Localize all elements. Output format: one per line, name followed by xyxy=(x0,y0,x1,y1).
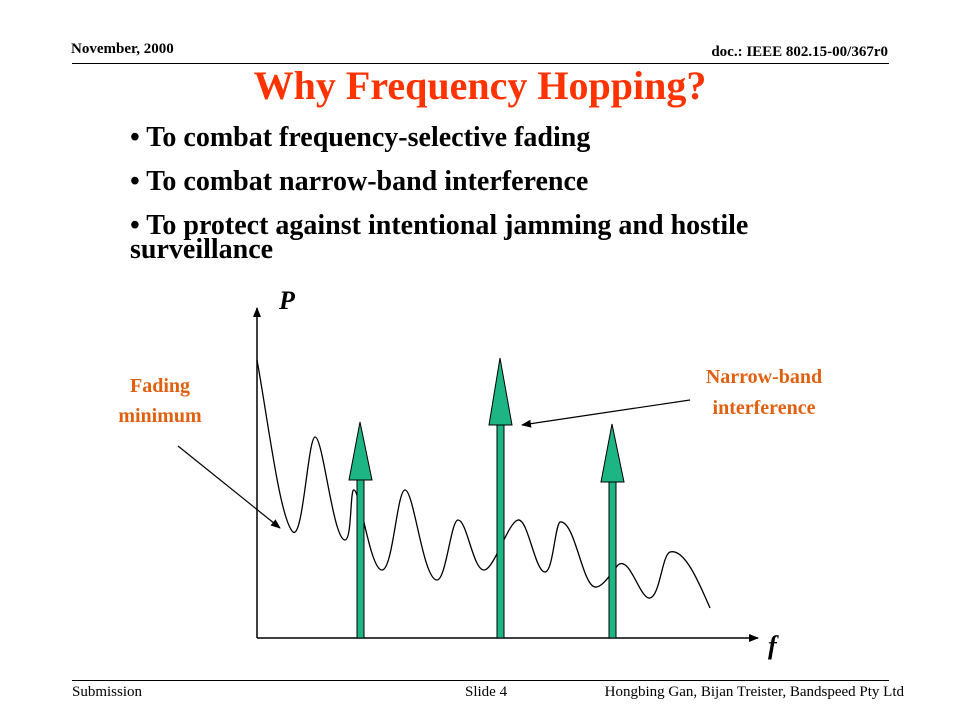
interference-arrow xyxy=(488,357,513,639)
header-rule xyxy=(72,63,889,64)
footer-submission: Submission xyxy=(72,684,143,700)
interference-arrow xyxy=(600,423,625,639)
interference-pointer-arrow xyxy=(521,399,691,428)
footer-slide-number: Slide 4 xyxy=(465,684,508,700)
bullet-item: • To combat frequency-selective fading xyxy=(130,124,890,152)
bullet-item: • To protect against intentional jamming… xyxy=(130,212,890,264)
bullet-item: • To combat narrow-band interference xyxy=(130,168,890,196)
bullet-text: To protect against intentional jamming a… xyxy=(130,210,749,265)
interference-label-line2: interference xyxy=(713,397,816,419)
bullet-text: To combat narrow-band interference xyxy=(146,166,589,197)
slide-title: Why Frequency Hopping? xyxy=(253,63,707,108)
footer-authors: Hongbing Gan, Bijan Treister, Bandspeed … xyxy=(604,684,904,700)
bullet-text: To combat frequency-selective fading xyxy=(146,122,591,153)
fading-pointer-arrow xyxy=(177,445,281,529)
interference-label-line1: Narrow-band xyxy=(706,366,822,388)
x-axis-label: f xyxy=(768,631,779,660)
bullet-dot: • xyxy=(130,166,147,197)
bullet-dot: • xyxy=(130,122,147,153)
interference-arrow xyxy=(348,421,373,639)
y-axis-label: P xyxy=(278,286,296,315)
header-date: November, 2000 xyxy=(71,41,174,57)
bullet-dot: • xyxy=(130,210,147,241)
bullet-list: • To combat frequency-selective fading •… xyxy=(130,124,890,282)
header-doc-id: doc.: IEEE 802.15-00/367r0 xyxy=(711,44,888,60)
fading-curve xyxy=(256,359,711,609)
fading-label-line1: Fading xyxy=(130,375,190,397)
footer-rule xyxy=(72,680,889,681)
fading-label-line2: minimum xyxy=(118,405,202,427)
